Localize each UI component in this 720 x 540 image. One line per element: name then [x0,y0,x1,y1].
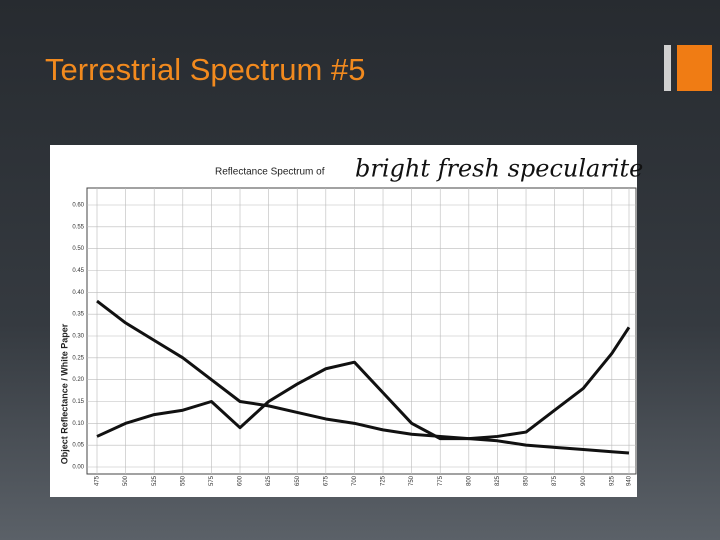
y-tick-label: 0.40 [72,290,84,296]
x-tick-label: 940 [627,475,633,486]
x-tick-label: 475 [95,475,101,486]
y-tick-label: 0.60 [72,203,84,209]
x-tick-label: 675 [323,475,329,486]
x-tick-label: 925 [609,475,615,486]
y-tick-label: 0.00 [72,465,84,471]
y-axis-label: Object Reflectance / White Paper [59,323,69,464]
accent-block [677,45,712,91]
slide-title: Terrestrial Spectrum #5 [45,52,366,87]
accent-bar [664,45,671,91]
x-tick-label: 650 [295,475,301,486]
y-tick-label: 0.50 [72,246,84,252]
y-tick-label: 0.30 [72,334,84,340]
x-tick-label: 525 [152,475,158,486]
x-tick-label: 600 [238,475,244,486]
x-tick-label: 825 [495,475,501,486]
x-tick-label: 850 [524,475,530,486]
x-tick-label: 775 [438,475,444,486]
x-tick-label: 575 [209,475,215,486]
y-tick-label: 0.55 [72,224,84,230]
x-tick-label: 550 [180,475,186,486]
x-tick-label: 875 [552,475,558,486]
chart-panel [50,145,637,497]
y-tick-label: 0.35 [72,312,84,318]
x-tick-label: 700 [352,475,358,486]
y-tick-label: 0.45 [72,268,84,274]
x-tick-label: 500 [123,475,129,486]
y-tick-label: 0.15 [72,399,84,405]
chart-subtitle: bright fresh specularite [355,155,643,183]
plot-frame [86,187,637,475]
chart-title: Reflectance Spectrum of [215,167,325,178]
spectrum-line [96,326,631,441]
y-tick-label: 0.20 [72,377,84,383]
x-tick-label: 800 [466,475,472,486]
x-tick-label: 725 [381,475,387,486]
y-tick-label: 0.05 [72,443,84,449]
x-tick-label: 625 [266,475,272,486]
x-tick-label: 900 [581,475,587,486]
y-tick-label: 0.25 [72,355,84,361]
x-tick-label: 750 [409,475,415,486]
y-tick-label: 0.10 [72,421,84,427]
spectrum-line [96,299,630,455]
